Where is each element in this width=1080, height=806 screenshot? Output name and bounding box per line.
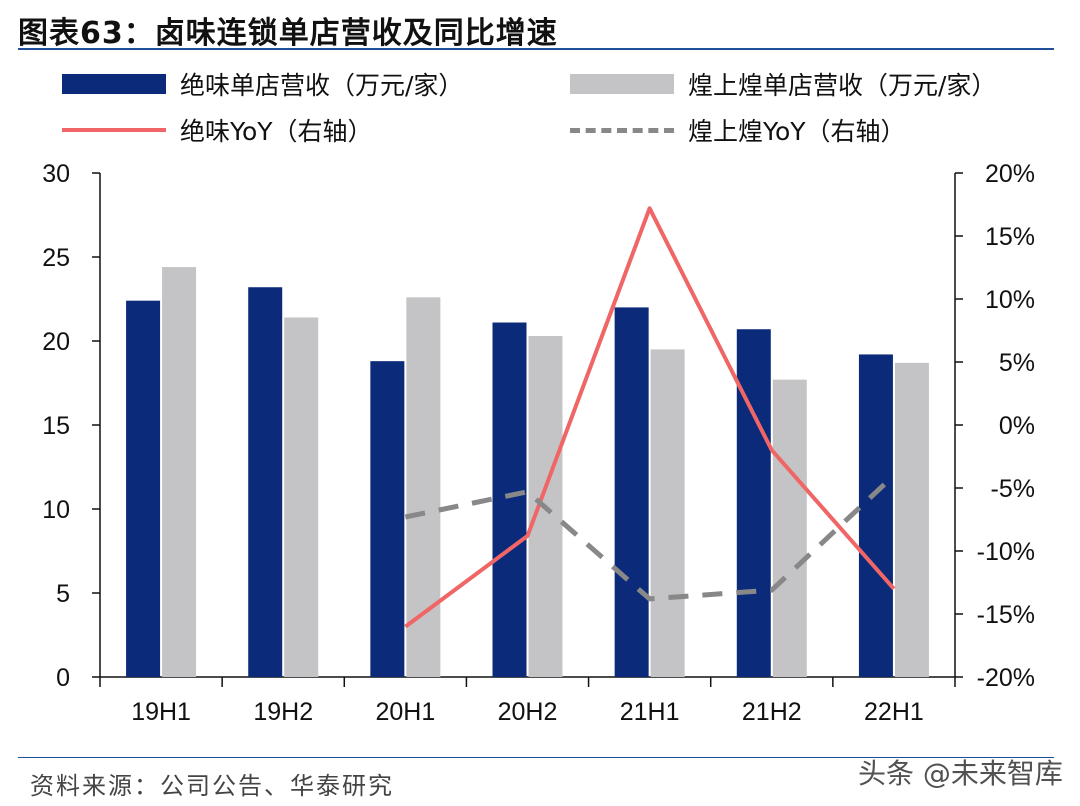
chart-title: 图表63：卤味连锁单店营收及同比增速: [18, 16, 558, 51]
legend-line2-swatch: [570, 127, 674, 133]
right-tick-label: -5%: [991, 475, 1035, 503]
watermark: 头条 @未来智库: [858, 757, 1063, 790]
right-tick-label: 5%: [999, 349, 1035, 377]
right-tick-label: -15%: [977, 601, 1035, 629]
legend-bar1-label: 绝味单店营收（万元/家）: [180, 71, 464, 100]
left-tick-label: 20: [42, 328, 70, 356]
right-tick-label: 20%: [985, 160, 1035, 188]
legend-line1: 绝味YoY（右轴）: [62, 112, 373, 148]
left-tick-label: 15: [42, 412, 70, 440]
x-tick-label: 20H1: [375, 698, 435, 726]
left-tick-label: 25: [42, 244, 70, 272]
source-note: 资料来源：公司公告、华泰研究: [30, 772, 394, 800]
legend-line2: 煌上煌YoY（右轴）: [570, 112, 906, 148]
line-juewei-yoy: [404, 206, 896, 629]
bar-juewei: [248, 287, 283, 677]
bar-huangshanghuang: [162, 267, 197, 677]
legend-bar1-swatch: [62, 74, 166, 94]
x-tick-label: 22H1: [864, 698, 924, 726]
right-tick-label: 15%: [985, 223, 1035, 251]
left-tick-label: 10: [42, 496, 70, 524]
right-tick-label: -10%: [977, 538, 1035, 566]
left-tick-label: 0: [56, 664, 70, 692]
source-divider: [18, 757, 1054, 758]
chart-canvas: 0 5 10 15 20 25 30 -20% -15% -10% -5% 0% 5% 10% 15% 20%…: [42, 160, 1035, 726]
bar-huangshanghuang: [772, 379, 807, 677]
bar-juewei: [614, 307, 649, 677]
bar-juewei: [736, 329, 771, 677]
x-tick-label: 19H2: [253, 698, 313, 726]
bar-juewei: [858, 354, 893, 677]
legend-bar2-swatch: [570, 74, 674, 94]
x-tick-label: 20H2: [498, 698, 558, 726]
legend-line2-label: 煌上煌YoY（右轴）: [688, 117, 906, 146]
bar-huangshanghuang: [894, 362, 929, 677]
x-tick-label: 21H1: [620, 698, 680, 726]
x-tick-label: 19H1: [131, 698, 191, 726]
line-huangshanghuang-yoy: [404, 473, 896, 602]
left-tick-label: 5: [56, 580, 70, 608]
legend-line1-swatch: [62, 128, 166, 132]
right-tick-label: 10%: [985, 286, 1035, 314]
legend-bar1: 绝味单店营收（万元/家）: [62, 66, 463, 102]
bar-juewei: [126, 300, 161, 677]
bar-huangshanghuang: [284, 317, 319, 677]
right-tick-label: -20%: [977, 664, 1035, 692]
bar-juewei: [492, 322, 527, 677]
bar-juewei: [370, 361, 405, 677]
left-tick-label: 30: [42, 160, 70, 188]
legend-line1-label: 绝味YoY（右轴）: [180, 117, 373, 146]
legend-bar2: 煌上煌单店营收（万元/家）: [570, 66, 996, 102]
bar-huangshanghuang: [650, 349, 685, 677]
x-tick-label: 21H2: [742, 698, 802, 726]
title-divider: [18, 48, 1054, 50]
right-tick-label: 0%: [999, 412, 1035, 440]
legend-bar2-label: 煌上煌单店营收（万元/家）: [688, 71, 997, 100]
